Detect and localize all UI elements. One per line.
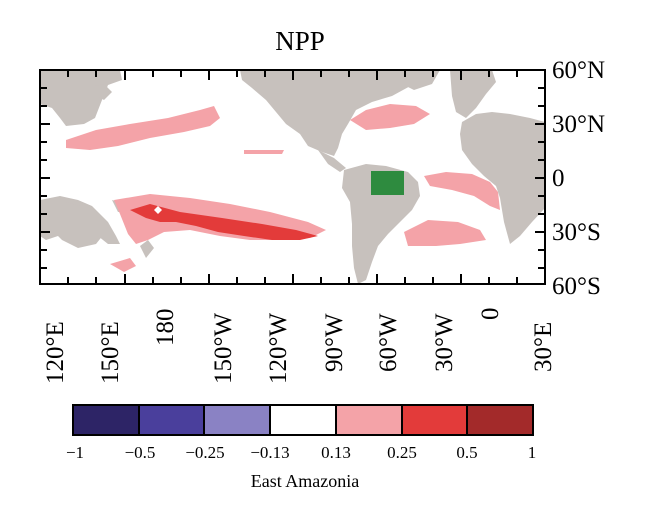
colorbar-tick-label: 1 (527, 443, 537, 462)
positive-correlation-light (66, 104, 500, 272)
east-amazonia-region-box (371, 171, 404, 195)
lat-ticks (40, 87, 545, 269)
pink-north-pacific (66, 106, 220, 150)
colorbar-label: East Amazonia (250, 471, 360, 491)
land-asia (40, 70, 122, 126)
lon-label-60w: 60°W (375, 313, 402, 372)
lon-label-30e: 30°E (530, 321, 557, 372)
lon-label-90w: 90°W (321, 313, 348, 372)
lon-label-180: 180 (152, 308, 179, 347)
lat-label-eq: 0 (552, 165, 565, 192)
colorbar-tick-label: −0.5 (124, 443, 156, 462)
land-japan (95, 84, 112, 100)
map-title: NPP (275, 26, 325, 56)
red-south-pacific (130, 204, 318, 240)
colorbar-box-6 (402, 406, 469, 434)
land-north-america (240, 70, 414, 156)
map-frame-clip (40, 70, 545, 284)
colorbar-tick-label: −1 (65, 443, 85, 462)
lon-ticks (67, 70, 518, 284)
colorbar-tick-label: 0.5 (456, 443, 478, 462)
lon-label-120e: 120°E (42, 321, 69, 384)
land-africa (460, 112, 545, 244)
pink-north-atlantic (350, 104, 430, 130)
pink-eq-streak (244, 150, 284, 154)
land-uk (460, 82, 470, 96)
colorbar-tick-label: −0.13 (250, 443, 290, 462)
colorbar-box-5 (336, 406, 403, 434)
land-europe (450, 70, 496, 118)
land-new-zealand (140, 240, 154, 258)
colorbar-tick-label: 0.13 (321, 443, 351, 462)
colorbar (72, 404, 534, 436)
lon-label-30w: 30°W (431, 313, 458, 372)
lat-label-30s: 30°S (552, 219, 601, 246)
lon-label-120w: 120°W (265, 312, 292, 384)
colorbar-tick-label: −0.25 (185, 443, 225, 462)
lon-label-150e: 150°E (97, 321, 124, 384)
pink-southwest-spot (110, 258, 136, 272)
lat-label-60n: 60°N (552, 57, 606, 84)
colorbar-box-2 (139, 406, 206, 434)
positive-correlation-red (130, 204, 318, 240)
colorbar-tick-label: 0.25 (387, 443, 417, 462)
colorbar-box-4 (271, 406, 337, 434)
lat-label-30n: 30°N (552, 111, 606, 138)
lat-label-60s: 60°S (552, 273, 601, 300)
white-diamond-marker (154, 206, 162, 214)
colorbar-box-7 (468, 406, 533, 434)
lon-label-150w: 150°W (210, 312, 237, 384)
lon-label-0: 0 (477, 307, 504, 321)
pink-south-atlantic (404, 220, 486, 246)
land-australia (46, 202, 104, 248)
land-central-america (318, 150, 346, 172)
land-greenland (388, 70, 440, 90)
pink-tropical-atlantic (424, 172, 500, 210)
colorbar-box-1 (74, 406, 140, 434)
colorbar-box-3 (205, 406, 272, 434)
